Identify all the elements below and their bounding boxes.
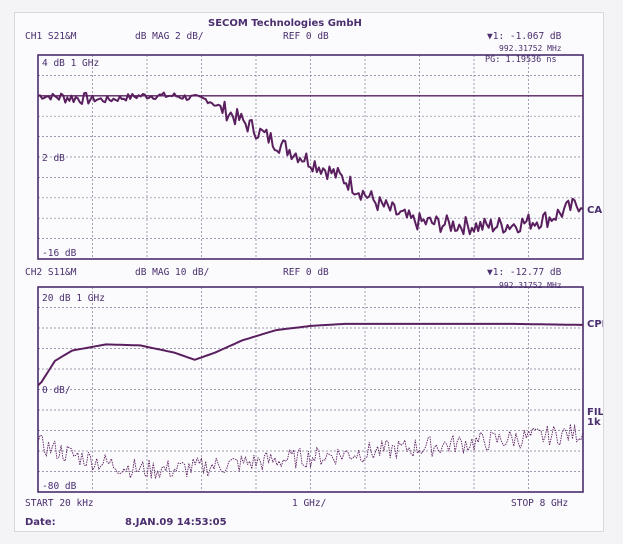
traces-ch2 bbox=[37, 322, 584, 479]
panel1-mid-label: 2 dB bbox=[42, 153, 65, 164]
ch1-marker: ▼1: -1.067 dB bbox=[487, 31, 562, 42]
trace-label-fil: FIL bbox=[587, 407, 603, 418]
ch1-label: CH1 S21&M bbox=[25, 31, 77, 42]
company-title: SECOM Technologies GmbH bbox=[208, 18, 362, 29]
traces-ch1 bbox=[37, 91, 584, 236]
panel-ch1: 4 dB 1 GHz 2 dB -16 dB CAI bbox=[37, 54, 603, 260]
ch1-ref: REF 0 dB bbox=[283, 31, 329, 42]
frequency-per-division: 1 GHz/ bbox=[292, 498, 326, 509]
plot-svg: SECOM Technologies GmbH CH1 S21&M dB MAG… bbox=[25, 18, 603, 528]
ch1-group-delay: PG: 1.19536 ns bbox=[485, 55, 557, 65]
ch2-format: dB MAG 10 dB/ bbox=[135, 267, 209, 278]
date-value: 8.JAN.09 14:53:05 bbox=[125, 517, 227, 528]
ch1-format: dB MAG 2 dB/ bbox=[135, 31, 204, 42]
start-frequency: START 20 kHz bbox=[25, 498, 94, 509]
grid-ch1 bbox=[38, 55, 583, 259]
panel2-scale-label: 20 dB 1 GHz bbox=[42, 293, 105, 304]
trace-fil-line bbox=[37, 423, 584, 479]
panel2-bottom-label: -80 dB bbox=[42, 481, 77, 492]
ch2-marker-freq: 992.31752 MHz bbox=[499, 281, 562, 290]
panel1-bottom-label: -16 dB bbox=[42, 248, 77, 259]
stop-frequency: STOP 8 GHz bbox=[511, 498, 568, 509]
panel2-mid-label: 0 dB/ bbox=[42, 385, 71, 396]
panel1-frame bbox=[37, 54, 584, 260]
trace-label-cai: CAI bbox=[587, 205, 603, 216]
trace-label-cpl: CPL bbox=[587, 319, 603, 330]
panel1-scale-label: 4 dB 1 GHz bbox=[42, 58, 99, 69]
network-analyzer-plot: SECOM Technologies GmbH CH1 S21&M dB MAG… bbox=[14, 12, 604, 532]
trace-label-fil-2: 1k bbox=[587, 417, 601, 428]
grid-ch2 bbox=[38, 287, 583, 492]
panel-ch2: 20 dB 1 GHz 0 dB/ -80 dB CPL FIL 1k bbox=[37, 286, 603, 493]
date-label: Date: bbox=[25, 517, 56, 528]
ch2-marker: ▼1: -12.77 dB bbox=[487, 267, 562, 278]
ch2-ref: REF 0 dB bbox=[283, 267, 329, 278]
ch1-marker-freq: 992.31752 MHz bbox=[499, 44, 562, 53]
trace-cpl-line bbox=[37, 322, 583, 387]
panel2-frame bbox=[37, 286, 584, 493]
ch2-label: CH2 S11&M bbox=[25, 267, 77, 278]
